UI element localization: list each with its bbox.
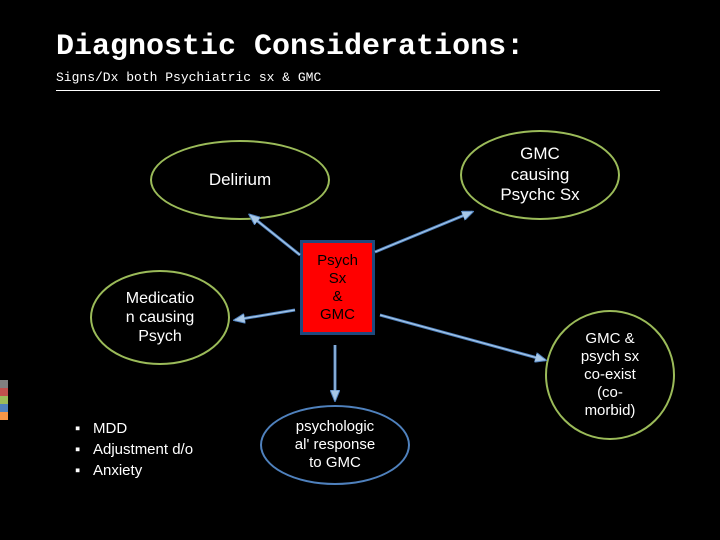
page-subtitle: Signs/Dx both Psychiatric sx & GMC	[56, 70, 321, 85]
slide: Diagnostic Considerations: Signs/Dx both…	[0, 0, 720, 540]
arrow	[375, 212, 472, 252]
node-psychologic: psychological' responseto GMC	[260, 405, 410, 485]
bullet-item: MDD	[75, 420, 193, 437]
accent-bar	[0, 396, 8, 404]
bullet-list: MDD Adjustment d/o Anxiety	[75, 420, 193, 483]
node-gmc-causing: GMCcausingPsychc Sx	[460, 130, 620, 220]
node-delirium: Delirium	[150, 140, 330, 220]
accent-bars	[0, 380, 8, 420]
accent-bar	[0, 380, 8, 388]
accent-bar	[0, 388, 8, 396]
node-center: PsychSx&GMC	[300, 240, 375, 335]
node-coexist: GMC &psych sxco-exist(co-morbid)	[545, 310, 675, 440]
node-gmc-label: GMCcausingPsychc Sx	[500, 144, 579, 205]
bullet-item: Anxiety	[75, 462, 193, 479]
node-delirium-label: Delirium	[209, 170, 271, 190]
node-center-label: PsychSx&GMC	[317, 252, 358, 324]
accent-bar	[0, 412, 8, 420]
title-underline	[56, 90, 660, 91]
bullet-item: Adjustment d/o	[75, 441, 193, 458]
arrow	[250, 215, 300, 255]
arrow	[380, 315, 545, 360]
arrow	[235, 310, 295, 320]
accent-bar	[0, 404, 8, 412]
node-medication: Medication causingPsych	[90, 270, 230, 365]
page-title: Diagnostic Considerations:	[56, 30, 524, 64]
node-coexist-label: GMC &psych sxco-exist(co-morbid)	[581, 330, 639, 420]
node-med-label: Medication causingPsych	[126, 289, 195, 347]
node-psy-label: psychological' responseto GMC	[295, 418, 375, 472]
